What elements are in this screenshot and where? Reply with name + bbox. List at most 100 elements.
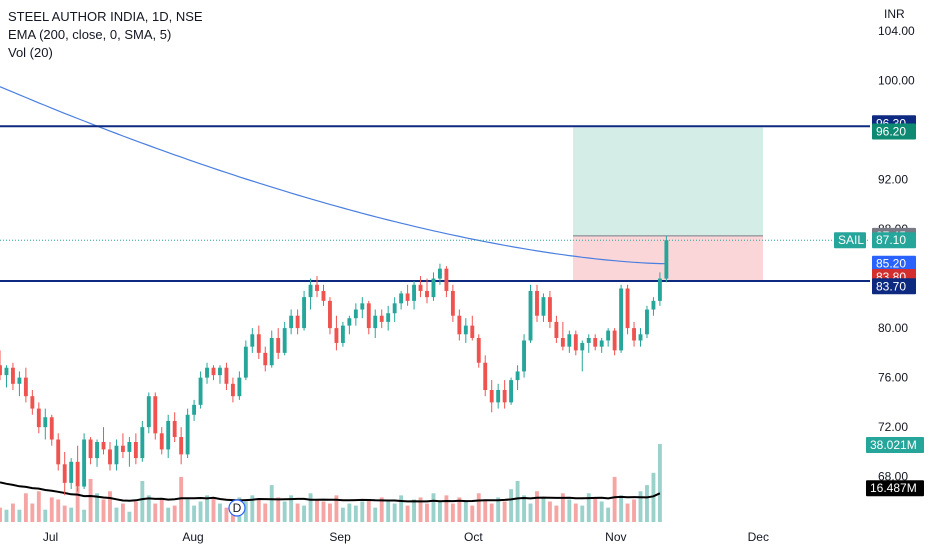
legend-vol[interactable]: Vol (20): [8, 45, 53, 60]
candle[interactable]: [379, 309, 384, 329]
candle[interactable]: [476, 334, 481, 368]
candle[interactable]: [586, 334, 591, 353]
candle[interactable]: [172, 412, 177, 442]
candle[interactable]: [192, 399, 197, 421]
candle[interactable]: [489, 380, 494, 413]
candle[interactable]: [392, 297, 397, 322]
candle[interactable]: [366, 300, 371, 335]
candle[interactable]: [243, 340, 248, 381]
candle[interactable]: [457, 309, 462, 341]
candle[interactable]: [179, 427, 184, 465]
candle[interactable]: [547, 290, 552, 329]
candle[interactable]: [509, 377, 514, 405]
candle[interactable]: [386, 305, 391, 331]
candle[interactable]: [560, 321, 565, 351]
candle[interactable]: [224, 362, 229, 390]
candle[interactable]: [205, 362, 209, 384]
candle[interactable]: [49, 414, 54, 446]
price-badge[interactable]: 96.20: [872, 123, 916, 140]
candle[interactable]: [4, 365, 9, 388]
candle[interactable]: [269, 330, 274, 368]
candle[interactable]: [166, 414, 171, 459]
candle[interactable]: [502, 380, 507, 409]
price-badge[interactable]: 85.20: [872, 255, 916, 272]
candle[interactable]: [159, 427, 164, 455]
candle[interactable]: [218, 365, 222, 384]
candle[interactable]: [127, 437, 132, 467]
candle[interactable]: [198, 371, 203, 409]
candle[interactable]: [541, 293, 546, 322]
candle[interactable]: [418, 276, 423, 298]
price-badge[interactable]: 83.70: [872, 278, 916, 295]
candle[interactable]: [444, 266, 449, 298]
candle[interactable]: [43, 408, 48, 440]
candle[interactable]: [353, 303, 358, 326]
candle[interactable]: [651, 297, 656, 316]
candle[interactable]: [619, 284, 624, 353]
candle[interactable]: [256, 325, 261, 360]
candle[interactable]: [302, 290, 307, 331]
candle[interactable]: [62, 451, 67, 496]
candle[interactable]: [483, 355, 488, 397]
candle[interactable]: [657, 272, 662, 306]
candle[interactable]: [496, 383, 501, 409]
candle[interactable]: [282, 321, 287, 356]
candle[interactable]: [664, 235, 669, 283]
legend-title[interactable]: STEEL AUTHOR INDIA, 1D, NSE: [8, 9, 203, 24]
candle[interactable]: [470, 315, 475, 341]
candle[interactable]: [606, 328, 611, 347]
candle[interactable]: [101, 427, 106, 455]
candle[interactable]: [146, 392, 151, 434]
candle[interactable]: [250, 328, 255, 353]
candle[interactable]: [69, 458, 74, 490]
target-zone[interactable]: [573, 127, 763, 236]
candle[interactable]: [399, 290, 404, 310]
candle[interactable]: [405, 284, 410, 306]
candle[interactable]: [95, 439, 99, 467]
candle[interactable]: [334, 315, 339, 351]
candle[interactable]: [315, 276, 319, 298]
candle[interactable]: [593, 334, 598, 351]
candle[interactable]: [328, 297, 332, 335]
candle[interactable]: [638, 328, 643, 347]
candle[interactable]: [276, 328, 281, 360]
candle[interactable]: [360, 297, 365, 319]
candle[interactable]: [17, 371, 22, 397]
candle[interactable]: [632, 321, 636, 347]
candle[interactable]: [612, 328, 617, 356]
candle[interactable]: [289, 309, 294, 335]
candle[interactable]: [431, 272, 436, 301]
candle[interactable]: [573, 330, 578, 356]
candle[interactable]: [108, 442, 112, 471]
candle[interactable]: [463, 318, 468, 343]
candle[interactable]: [412, 281, 417, 310]
candle[interactable]: [211, 365, 216, 381]
legend-ema[interactable]: EMA (200, close, 0, SMA, 5): [8, 27, 172, 42]
candle[interactable]: [450, 284, 455, 322]
candle[interactable]: [237, 371, 242, 400]
candle[interactable]: [75, 445, 80, 492]
candle[interactable]: [535, 284, 539, 322]
candle[interactable]: [580, 340, 585, 372]
candle[interactable]: [438, 263, 442, 285]
symbol-badge[interactable]: SAIL: [834, 232, 866, 249]
candle[interactable]: [625, 284, 630, 335]
candle[interactable]: [515, 365, 520, 390]
candle[interactable]: [528, 284, 533, 343]
candle[interactable]: [263, 346, 268, 372]
candle[interactable]: [308, 278, 313, 310]
candle[interactable]: [230, 377, 235, 403]
volume-badge[interactable]: 38.021M: [866, 437, 924, 454]
candle[interactable]: [185, 408, 190, 459]
candle[interactable]: [347, 315, 352, 335]
candle[interactable]: [340, 321, 345, 347]
candle[interactable]: [373, 309, 378, 338]
candle[interactable]: [295, 309, 300, 335]
candle[interactable]: [10, 362, 15, 390]
candle[interactable]: [599, 338, 604, 353]
price-badge[interactable]: 87.10: [872, 232, 916, 249]
candle[interactable]: [120, 433, 125, 459]
candle[interactable]: [554, 315, 559, 343]
candle[interactable]: [645, 305, 649, 338]
